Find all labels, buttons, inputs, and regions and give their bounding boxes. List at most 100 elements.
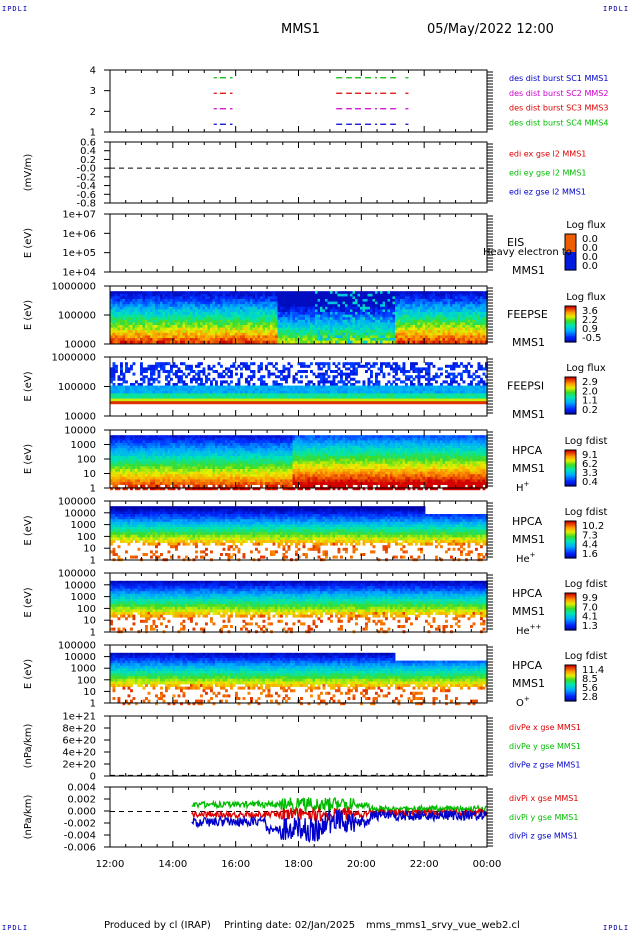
spectrogram-pixel xyxy=(300,364,303,368)
spectrogram-pixel xyxy=(397,325,401,328)
spectrogram-pixel xyxy=(435,372,438,376)
spectrogram-pixel xyxy=(452,362,456,366)
spectrogram-pixel xyxy=(387,364,391,368)
spectrogram-pixel xyxy=(462,332,466,336)
spectrogram-pixel xyxy=(327,380,331,384)
spectrogram-pixel xyxy=(210,390,213,394)
spectrogram-pixel xyxy=(137,293,141,297)
colorbar-cell xyxy=(565,267,576,270)
spectrogram-pixel xyxy=(125,390,128,394)
spectrogram-pixel xyxy=(320,388,323,392)
spectrogram-pixel xyxy=(310,385,313,389)
spectrogram-pixel xyxy=(122,325,126,328)
spectrogram-pixel xyxy=(345,319,348,323)
spectrogram-pixel xyxy=(370,335,373,339)
spectrogram-pixel xyxy=(185,383,188,386)
spectrogram-pixel xyxy=(235,309,238,313)
spectrogram-pixel xyxy=(282,335,286,339)
spectrogram-pixel xyxy=(327,398,331,402)
spectrogram-pixel xyxy=(370,390,373,394)
spectrogram-pixel xyxy=(160,338,163,341)
spectrogram-pixel xyxy=(200,296,203,300)
spectrogram-pixel xyxy=(425,304,428,308)
spectrogram-pixel xyxy=(425,325,428,328)
spectrogram-pixel xyxy=(455,296,458,300)
spectrogram-pixel xyxy=(267,338,271,341)
spectrogram-pixel xyxy=(217,312,221,315)
spectrogram-pixel xyxy=(170,335,173,339)
spectrogram-pixel xyxy=(422,401,426,405)
spectrogram-pixel xyxy=(320,393,323,397)
spectrogram-pixel xyxy=(260,325,263,328)
spectrogram-pixel xyxy=(442,401,446,405)
spectrogram-pixel xyxy=(327,299,331,302)
spectrogram-pixel xyxy=(197,314,201,318)
spectrogram-pixel xyxy=(470,375,473,379)
spectrogram-pixel xyxy=(192,301,196,305)
spectrogram-pixel xyxy=(247,293,251,297)
spectrogram-pixel xyxy=(150,401,153,405)
spectrogram-pixel xyxy=(235,317,238,321)
spectrogram-pixel xyxy=(280,322,283,326)
spectrogram-pixel xyxy=(407,314,411,318)
spectrogram-pixel xyxy=(277,385,281,389)
spectrogram-pixel xyxy=(397,304,401,308)
spectrogram-pixel xyxy=(425,393,428,397)
spectrogram-pixel xyxy=(380,393,383,397)
spectrogram-pixel xyxy=(177,314,181,318)
spectrogram-pixel xyxy=(132,385,136,389)
spectrogram-pixel xyxy=(207,390,211,394)
spectrogram-pixel xyxy=(225,309,228,313)
spectrogram-pixel xyxy=(482,301,486,305)
spectrogram-pixel xyxy=(427,372,431,376)
spectrogram-pixel xyxy=(157,312,161,315)
colorbar-cell xyxy=(565,325,576,327)
spectrogram-pixel xyxy=(195,401,198,405)
spectrogram-pixel xyxy=(410,330,413,334)
spectrogram-pixel xyxy=(470,335,473,339)
spectrogram-pixel xyxy=(465,335,468,339)
colorbar-cell xyxy=(565,255,576,258)
spectrogram-pixel xyxy=(315,398,318,402)
spectrogram-pixel xyxy=(145,388,148,392)
spectrogram-pixel xyxy=(440,330,443,334)
instrument-label: FEEPSE xyxy=(507,308,548,321)
spectrogram-pixel xyxy=(292,335,296,339)
spectrogram-pixel xyxy=(460,327,463,331)
spectrogram-pixel xyxy=(295,377,298,381)
spectrogram-pixel xyxy=(477,385,481,389)
spectrogram-pixel xyxy=(227,301,231,305)
spectrogram-pixel xyxy=(300,385,303,389)
spectrogram-pixel xyxy=(317,319,321,323)
spectrogram-pixel xyxy=(450,364,453,368)
spectrogram-pixel xyxy=(272,330,276,334)
spectrogram-pixel xyxy=(260,393,263,397)
spectrogram-pixel xyxy=(357,332,361,336)
spectrogram-pixel xyxy=(162,319,166,323)
spectrogram-pixel xyxy=(275,309,278,313)
spectrogram-pixel xyxy=(215,322,218,326)
spectrogram-pixel xyxy=(150,322,153,326)
spectrogram-pixel xyxy=(367,383,371,386)
spectrogram-pixel xyxy=(385,383,388,386)
spectrogram-pixel xyxy=(347,306,351,310)
spectrogram-pixel xyxy=(135,322,138,326)
spectrogram-pixel xyxy=(197,304,201,308)
spectrogram-pixel xyxy=(165,377,168,381)
spectrogram-pixel xyxy=(362,312,366,315)
spectrogram-pixel xyxy=(322,317,326,321)
spectrogram-pixel xyxy=(470,306,473,310)
spectrogram-pixel xyxy=(162,306,166,310)
spectrogram-pixel xyxy=(475,304,478,308)
spectrogram-pixel xyxy=(450,319,453,323)
spectrogram-pixel xyxy=(477,304,481,308)
spectrogram-pixel xyxy=(437,301,441,305)
spectrogram-pixel xyxy=(157,372,161,376)
spectrogram-pixel xyxy=(375,401,378,405)
spectrogram-pixel xyxy=(190,367,193,371)
spectrogram-pixel xyxy=(207,319,211,323)
spectrogram-pixel xyxy=(285,299,288,302)
spectrogram-pixel xyxy=(460,332,463,336)
spectrogram-pixel xyxy=(220,325,223,328)
spectrogram-pixel xyxy=(292,322,296,326)
